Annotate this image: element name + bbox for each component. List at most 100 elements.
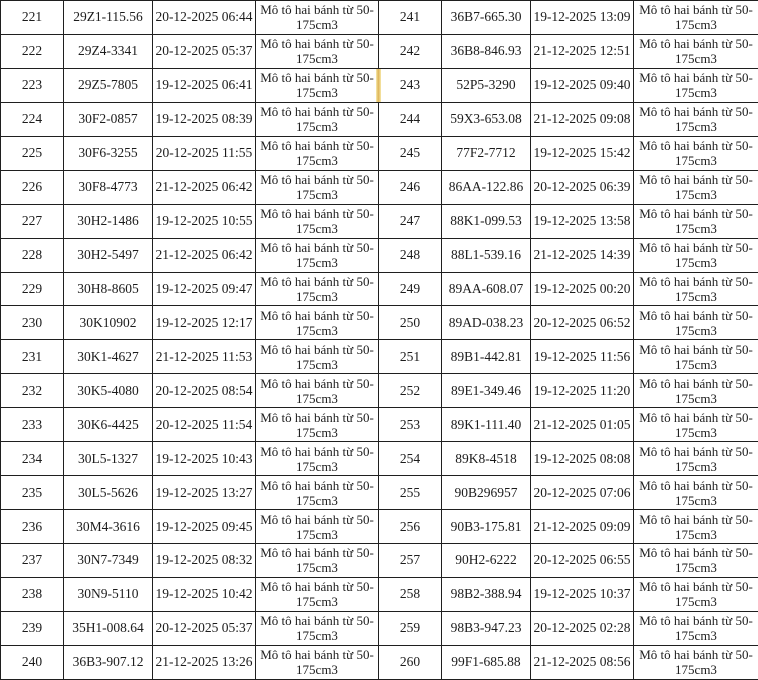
row-number-left: 233: [0, 407, 64, 443]
vehicle-type-right: Mô tô hai bánh từ 50-175cm3: [633, 237, 758, 273]
vehicle-type-right: Mô tô hai bánh từ 50-175cm3: [633, 475, 758, 511]
table-row: 232 30K5-4080 20-12-2025 08:54 Mô tô hai…: [0, 373, 758, 409]
vehicle-type-right: Mô tô hai bánh từ 50-175cm3: [633, 610, 758, 646]
plate-left: 29Z5-7805: [63, 67, 153, 103]
datetime-right: 19-12-2025 09:40: [530, 67, 634, 103]
plate-right: 88L1-539.16: [441, 237, 531, 273]
vehicle-type-right: Mô tô hai bánh từ 50-175cm3: [633, 576, 758, 612]
datetime-left: 19-12-2025 06:41: [152, 67, 256, 103]
row-number-left: 232: [0, 373, 64, 409]
vehicle-type-left: Mô tô hai bánh từ 50-175cm3: [255, 169, 379, 205]
plate-right: 59X3-653.08: [441, 101, 531, 137]
vehicle-type-left: Mô tô hai bánh từ 50-175cm3: [255, 441, 379, 477]
table-row: 231 30K1-4627 21-12-2025 11:53 Mô tô hai…: [0, 339, 758, 375]
vehicle-type-right: Mô tô hai bánh từ 50-175cm3: [633, 0, 758, 35]
datetime-left: 20-12-2025 06:44: [152, 0, 256, 35]
vehicle-type-right: Mô tô hai bánh từ 50-175cm3: [633, 543, 758, 578]
table-row: 236 30M4-3616 19-12-2025 09:45 Mô tô hai…: [0, 509, 758, 544]
vehicle-type-right: Mô tô hai bánh từ 50-175cm3: [633, 271, 758, 307]
row-number-right: 247: [378, 203, 442, 239]
table-row: 229 30H8-8605 19-12-2025 09:47 Mô tô hai…: [0, 271, 758, 307]
table-row: 223 29Z5-7805 19-12-2025 06:41 Mô tô hai…: [0, 67, 758, 103]
plate-left: 30L5-1327: [63, 441, 153, 477]
datetime-right: 21-12-2025 09:09: [530, 509, 634, 544]
datetime-left: 21-12-2025 11:53: [152, 339, 256, 375]
row-number-left: 228: [0, 237, 64, 273]
plate-left: 30H8-8605: [63, 271, 153, 307]
row-number-right: 259: [378, 610, 442, 646]
datetime-left: 20-12-2025 05:37: [152, 33, 256, 69]
plate-left: 30K10902: [63, 305, 153, 341]
table-row: 225 30F6-3255 20-12-2025 11:55 Mô tô hai…: [0, 135, 758, 171]
vehicle-type-left: Mô tô hai bánh từ 50-175cm3: [255, 610, 379, 646]
vehicle-type-left: Mô tô hai bánh từ 50-175cm3: [255, 576, 379, 612]
plate-left: 30L5-5626: [63, 475, 153, 511]
plate-left: 30K6-4425: [63, 407, 153, 443]
datetime-right: 21-12-2025 14:39: [530, 237, 634, 273]
datetime-left: 20-12-2025 08:54: [152, 373, 256, 409]
row-number-left: 229: [0, 271, 64, 307]
plate-left: 30N7-7349: [63, 543, 153, 578]
plate-left: 30F8-4773: [63, 169, 153, 205]
plate-left: 29Z4-3341: [63, 33, 153, 69]
table-row: 221 29Z1-115.56 20-12-2025 06:44 Mô tô h…: [0, 0, 758, 35]
datetime-right: 20-12-2025 06:55: [530, 543, 634, 578]
table-row: 230 30K10902 19-12-2025 12:17 Mô tô hai …: [0, 305, 758, 341]
vehicle-type-left: Mô tô hai bánh từ 50-175cm3: [255, 509, 379, 544]
vehicle-type-left: Mô tô hai bánh từ 50-175cm3: [255, 101, 379, 137]
row-number-right: 257: [378, 543, 442, 578]
vehicle-type-right: Mô tô hai bánh từ 50-175cm3: [633, 509, 758, 544]
vehicle-type-right: Mô tô hai bánh từ 50-175cm3: [633, 169, 758, 205]
plate-right: 90B296957: [441, 475, 531, 511]
plate-left: 30M4-3616: [63, 509, 153, 544]
row-number-left: 236: [0, 509, 64, 544]
datetime-left: 19-12-2025 10:43: [152, 441, 256, 477]
row-number-right: 245: [378, 135, 442, 171]
row-number-right: 244: [378, 101, 442, 137]
row-number-left: 224: [0, 101, 64, 137]
plate-left: 30N9-5110: [63, 576, 153, 612]
plate-left: 36B3-907.12: [63, 644, 153, 680]
row-number-right: 250: [378, 305, 442, 341]
row-number-right: 241: [378, 0, 442, 35]
row-number-left: 226: [0, 169, 64, 205]
vehicle-type-left: Mô tô hai bánh từ 50-175cm3: [255, 475, 379, 511]
datetime-left: 21-12-2025 06:42: [152, 169, 256, 205]
vehicle-type-left: Mô tô hai bánh từ 50-175cm3: [255, 339, 379, 375]
plate-right: 36B8-846.93: [441, 33, 531, 69]
row-number-left: 231: [0, 339, 64, 375]
plate-left: 30K5-4080: [63, 373, 153, 409]
plate-right: 36B7-665.30: [441, 0, 531, 35]
vehicle-type-right: Mô tô hai bánh từ 50-175cm3: [633, 101, 758, 137]
row-number-right: 248: [378, 237, 442, 273]
plate-right: 89B1-442.81: [441, 339, 531, 375]
datetime-right: 20-12-2025 07:06: [530, 475, 634, 511]
table-row: 227 30H2-1486 19-12-2025 10:55 Mô tô hai…: [0, 203, 758, 239]
plate-left: 29Z1-115.56: [63, 0, 153, 35]
row-number-right: 243: [378, 67, 442, 103]
plate-left: 30H2-1486: [63, 203, 153, 239]
datetime-left: 21-12-2025 06:42: [152, 237, 256, 273]
table-row: 237 30N7-7349 19-12-2025 08:32 Mô tô hai…: [0, 543, 758, 578]
plate-right: 90H2-6222: [441, 543, 531, 578]
plate-right: 52P5-3290: [441, 67, 531, 103]
table-row: 234 30L5-1327 19-12-2025 10:43 Mô tô hai…: [0, 441, 758, 477]
row-number-right: 260: [378, 644, 442, 680]
plate-right: 86AA-122.86: [441, 169, 531, 205]
vehicle-type-right: Mô tô hai bánh từ 50-175cm3: [633, 305, 758, 341]
table-row: 240 36B3-907.12 21-12-2025 13:26 Mô tô h…: [0, 644, 758, 680]
datetime-right: 21-12-2025 01:05: [530, 407, 634, 443]
vehicle-type-right: Mô tô hai bánh từ 50-175cm3: [633, 441, 758, 477]
datetime-left: 19-12-2025 08:32: [152, 543, 256, 578]
plate-right: 77F2-7712: [441, 135, 531, 171]
datetime-right: 20-12-2025 06:39: [530, 169, 634, 205]
vehicle-type-left: Mô tô hai bánh từ 50-175cm3: [255, 203, 379, 239]
table-row: 224 30F2-0857 19-12-2025 08:39 Mô tô hai…: [0, 101, 758, 137]
row-number-right: 242: [378, 33, 442, 69]
vehicle-type-left: Mô tô hai bánh từ 50-175cm3: [255, 0, 379, 35]
table-row: 233 30K6-4425 20-12-2025 11:54 Mô tô hai…: [0, 407, 758, 443]
table-row: 228 30H2-5497 21-12-2025 06:42 Mô tô hai…: [0, 237, 758, 273]
vehicle-type-right: Mô tô hai bánh từ 50-175cm3: [633, 644, 758, 680]
row-number-left: 238: [0, 576, 64, 612]
